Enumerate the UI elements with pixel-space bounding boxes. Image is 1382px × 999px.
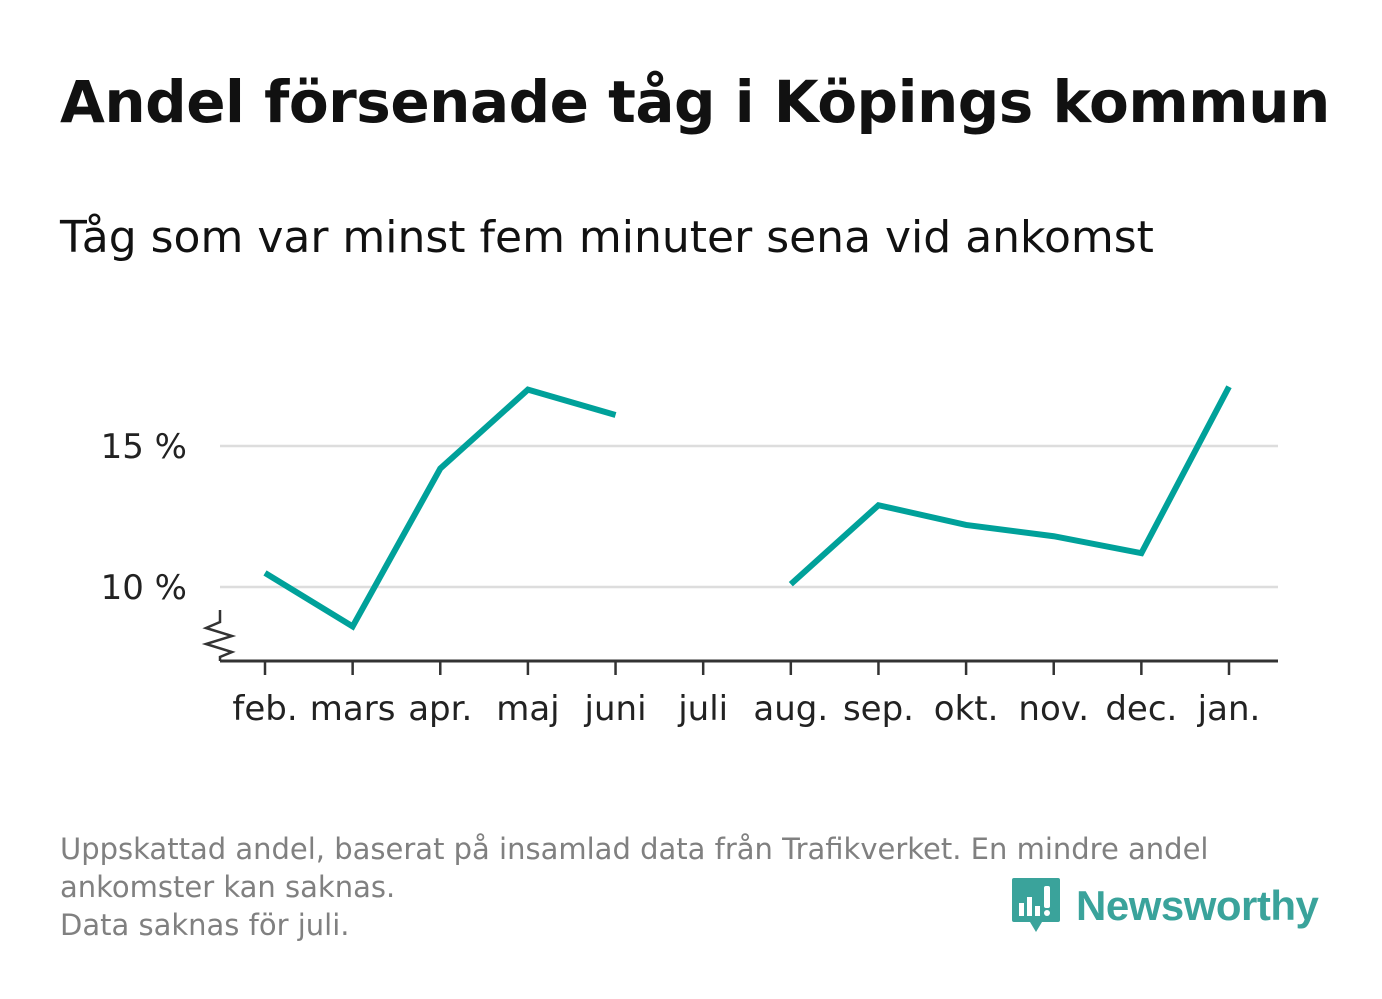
footnote: Uppskattad andel, baserat på insamlad da… [60, 830, 1310, 944]
x-tick-label: nov. [1018, 689, 1089, 729]
footnote-line: ankomster kan saknas. [60, 870, 396, 904]
x-axis-labels: feb. mars apr. maj juni juli aug. sep. okt. nov. d… [232, 689, 1260, 729]
series-line-segment [263, 386, 617, 631]
chart-title: Andel försenade tåg i Köpings kommun [60, 68, 1330, 136]
y-tick-label: 15 % [101, 427, 187, 467]
y-axis-labels: 10 % 15 % [101, 427, 187, 608]
x-tick-label: juni [584, 689, 647, 729]
x-tick-label: aug. [753, 689, 828, 729]
footnote-line: Uppskattad andel, baserat på insamlad da… [60, 832, 1209, 866]
x-tick-label: mars [310, 689, 396, 729]
bar-chart-speech-icon [1012, 878, 1060, 932]
series-lines [263, 385, 1232, 631]
x-tick-label: okt. [934, 689, 999, 729]
y-tick-label: 10 % [101, 568, 187, 608]
axis-break-icon [201, 610, 237, 661]
x-tick-label: feb. [232, 689, 297, 729]
x-tick-label: maj [496, 689, 559, 729]
chart-subtitle: Tåg som var minst fem minuter sena vid a… [60, 212, 1154, 263]
axis-break-zigzag [201, 610, 237, 661]
brand-name: Newsworthy [1076, 882, 1319, 929]
x-axis [220, 659, 1278, 675]
gridlines [220, 444, 1278, 589]
x-tick-label: apr. [408, 689, 472, 729]
x-tick-label: dec. [1105, 689, 1177, 729]
x-tick-label: juli [677, 689, 728, 729]
brand-logo: Newsworthy [1010, 876, 1319, 936]
x-tick-label: jan. [1197, 689, 1261, 729]
x-tick-label: sep. [843, 689, 914, 729]
footnote-line: Data saknas för juli. [60, 908, 350, 942]
series-line-segment [788, 385, 1232, 587]
